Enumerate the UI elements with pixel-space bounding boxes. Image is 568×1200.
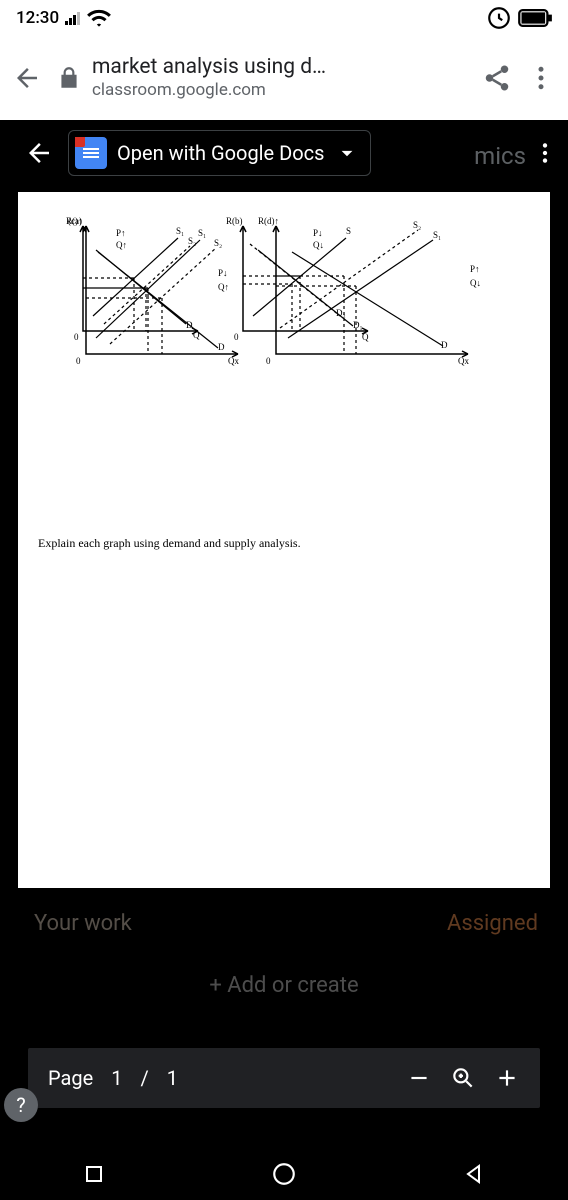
chevron-down-icon bbox=[334, 140, 360, 166]
zoom-in-search-icon[interactable] bbox=[450, 1065, 476, 1091]
battery-icon bbox=[518, 9, 552, 27]
browser-toolbar: market analysis using d… classroom.googl… bbox=[0, 36, 568, 120]
recent-apps-icon[interactable] bbox=[82, 1162, 106, 1186]
open-with-label: Open with Google Docs bbox=[117, 141, 324, 165]
home-icon[interactable] bbox=[271, 1161, 297, 1187]
lock-icon bbox=[56, 65, 82, 91]
document-toolbar: Page 1 / 1 bbox=[28, 1048, 540, 1108]
add-or-create-button[interactable]: + Add or create bbox=[0, 973, 568, 998]
back-nav-icon[interactable] bbox=[462, 1162, 486, 1186]
content-area: mics Open with Google Docs R(a) 0 bbox=[0, 120, 568, 1148]
share-icon[interactable] bbox=[482, 63, 512, 93]
page-host: classroom.google.com bbox=[92, 80, 326, 100]
svg-text:Q↑: Q↑ bbox=[218, 282, 229, 292]
svg-text:(c)↑: (c)↑ bbox=[68, 216, 83, 226]
plus-icon[interactable] bbox=[494, 1065, 520, 1091]
address-bar[interactable]: market analysis using d… classroom.googl… bbox=[56, 55, 468, 101]
viewer-menu-icon[interactable] bbox=[532, 140, 558, 172]
svg-text:D: D bbox=[218, 342, 225, 352]
page-sep: / bbox=[140, 1066, 148, 1090]
figure-caption: Explain each graph using demand and supp… bbox=[38, 536, 530, 551]
page-title: market analysis using d… bbox=[92, 55, 326, 80]
page-label: Page bbox=[48, 1066, 93, 1090]
status-bar: 12:30 bbox=[0, 0, 568, 36]
wifi-icon bbox=[86, 5, 112, 31]
page-total: 1 bbox=[167, 1066, 178, 1090]
graph-c: (c)↑ 0 S₁ S₂ D P↓ Q↑ Qx bbox=[68, 216, 248, 371]
page-current: 1 bbox=[111, 1066, 122, 1090]
browser-menu-icon[interactable] bbox=[526, 63, 556, 93]
android-nav-bar bbox=[0, 1148, 568, 1200]
rotation-lock-icon bbox=[486, 5, 512, 31]
svg-text:Qx: Qx bbox=[228, 356, 239, 366]
open-with-banner: Open with Google Docs bbox=[24, 130, 371, 176]
clock: 12:30 bbox=[16, 8, 59, 28]
svg-text:0: 0 bbox=[266, 356, 271, 366]
zoom-out-icon[interactable] bbox=[406, 1065, 432, 1091]
open-with-button[interactable]: Open with Google Docs bbox=[68, 130, 371, 176]
svg-text:S₂: S₂ bbox=[413, 220, 421, 230]
signal-icon bbox=[65, 12, 80, 25]
viewer-back-icon[interactable] bbox=[24, 138, 54, 168]
svg-text:S₁: S₁ bbox=[433, 230, 441, 240]
google-docs-icon bbox=[75, 137, 107, 169]
assigned-status: Assigned bbox=[447, 911, 538, 936]
browser-back-icon[interactable] bbox=[12, 63, 42, 93]
svg-text:P↓: P↓ bbox=[218, 268, 228, 278]
svg-text:D: D bbox=[441, 340, 448, 350]
svg-text:S₁: S₁ bbox=[198, 228, 206, 238]
svg-text:Qx: Qx bbox=[458, 356, 469, 366]
svg-text:Q↓: Q↓ bbox=[470, 278, 481, 288]
svg-text:0: 0 bbox=[76, 356, 81, 366]
graphs-figure: R(a) 0 S₁ S₂ D P↑ Q↑ Q bbox=[38, 216, 530, 526]
document-page[interactable]: R(a) 0 S₁ S₂ D P↑ Q↑ Q bbox=[18, 192, 550, 888]
svg-text:R(d)↑: R(d)↑ bbox=[258, 216, 279, 226]
your-work-label: Your work bbox=[34, 911, 132, 936]
help-icon[interactable]: ? bbox=[4, 1088, 38, 1122]
graph-d: R(d)↑ 0 S₁ S₂ D Qx P↑ Q↓ bbox=[258, 216, 488, 371]
svg-text:S₂: S₂ bbox=[214, 238, 222, 248]
background-text: mics bbox=[474, 142, 526, 170]
svg-text:P↑: P↑ bbox=[470, 264, 480, 274]
